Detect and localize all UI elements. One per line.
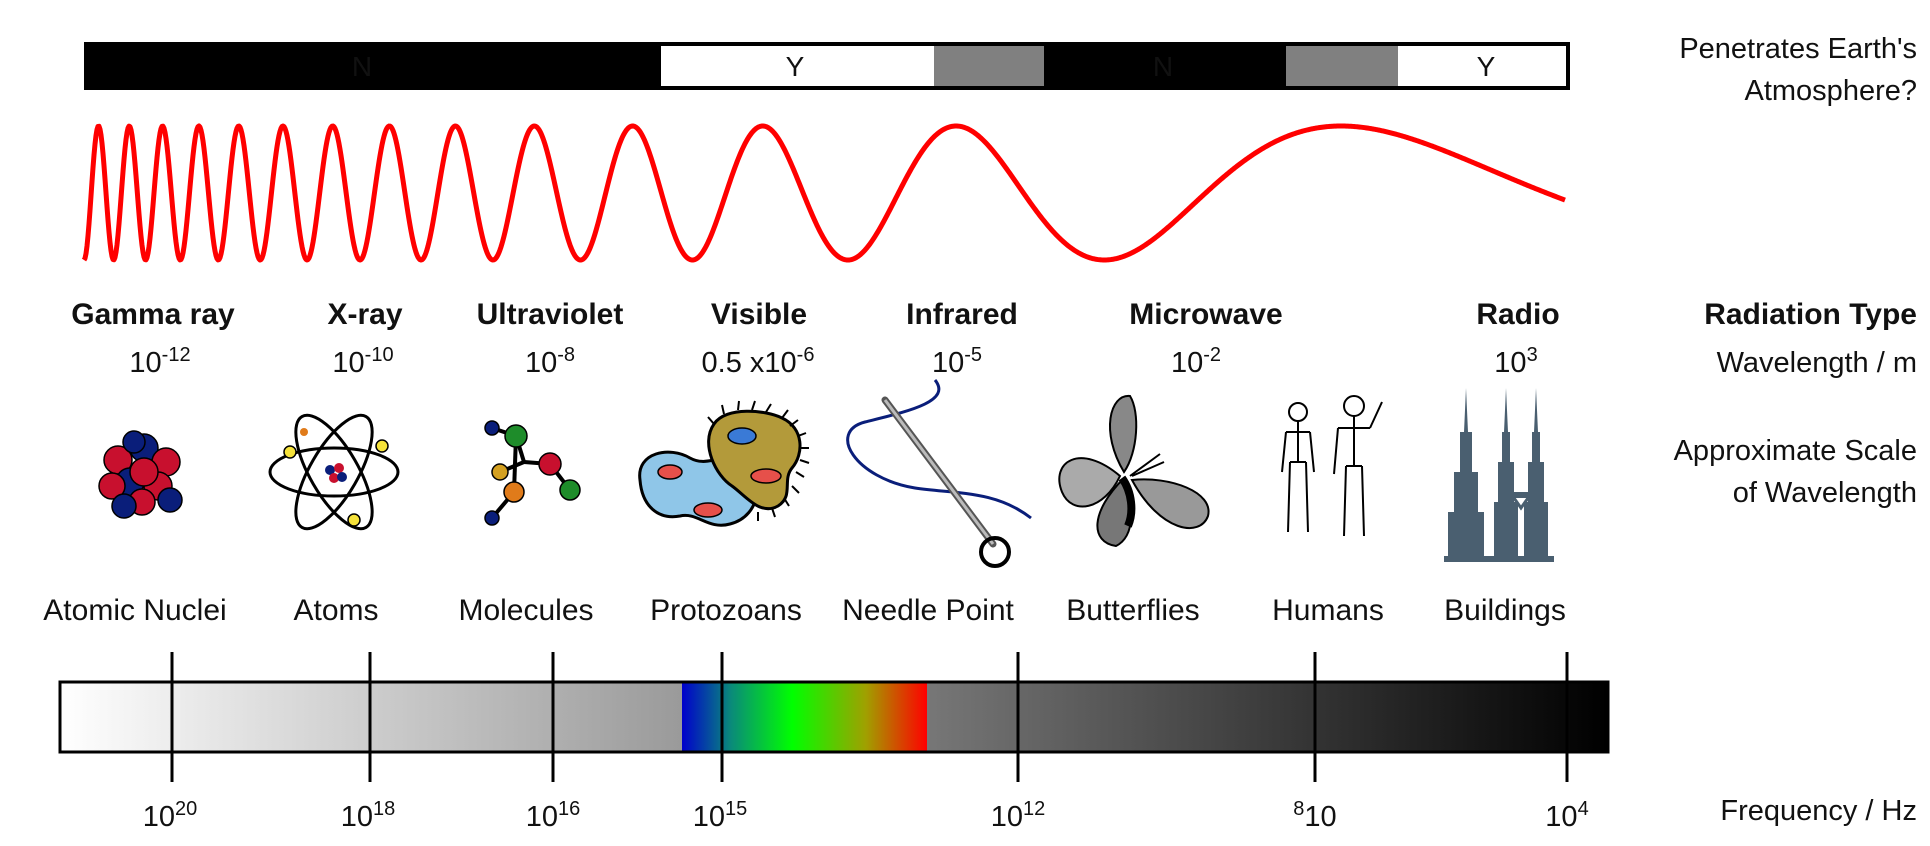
atmosphere-label-line2: Atmosphere? [1745,75,1918,107]
atmo-bar-border [84,42,1570,90]
wavelength-base: 10 [1171,347,1203,379]
needle-icon [846,379,1032,568]
wavelength-value: 10-5 [932,344,982,379]
molecule-icon [484,420,581,526]
wavelength-base: 10 [129,347,161,379]
wavelength-exp: -6 [797,344,815,366]
atmo-seg-text-3: N [1153,51,1173,82]
wavelength-value: 103 [1494,344,1537,379]
atmo-seg-5 [1398,44,1568,88]
scale-label-line1: Approximate Scale [1674,435,1917,467]
frequency-tick-label: 1020 [143,798,198,833]
wave-line [81,123,1567,263]
frequency-axis-label: Frequency / Hz [1720,795,1917,827]
scale-item-label: Protozoans [650,594,802,627]
frequency-tick-label: 1016 [526,798,581,833]
wavelength-exp: -8 [557,344,575,366]
atmosphere-label-line1: Penetrates Earth's [1679,33,1917,65]
wavelength-value: 10-10 [332,344,393,379]
freq-base: 10 [526,801,558,833]
scale-labels: Atomic Nuclei Atoms Molecules Protozoans… [43,594,1566,627]
wavelength-base: 10 [332,347,364,379]
wavelength-exp: 3 [1527,344,1538,366]
wavelength-value: 10-2 [1171,344,1221,379]
wavelength-exp: -12 [162,344,191,366]
freq-base: 10 [1545,801,1577,833]
radiation-type-name: Visible [711,298,807,331]
buildings-icon [1444,388,1554,562]
radiation-type-name: Microwave [1129,298,1282,331]
scale-item-label: Butterflies [1066,594,1199,627]
scale-item-label: Humans [1272,594,1384,627]
radiation-type-name: Infrared [906,298,1018,331]
frequency-tick-labels: 1020 1018 1016 1015 1012 810 104 [143,798,1589,833]
freq-base: 10 [1304,801,1336,833]
frequency-bar-visible [682,682,927,752]
wavelength-exp: -2 [1203,344,1221,366]
wavelength-base: 0.5 x10 [702,347,797,379]
atmosphere-bar: N Y N Y [84,42,1570,90]
atmo-seg-text-0: N [352,51,372,82]
freq-exp: 4 [1578,798,1589,820]
freq-base: 10 [991,801,1023,833]
atmo-seg-1 [661,44,934,88]
scale-item-label: Atomic Nuclei [43,594,226,627]
freq-exp: 15 [725,798,747,820]
wavelength-value: 10-8 [525,344,575,379]
protozoan-icon [638,400,810,527]
freq-pre: 8 [1293,798,1304,820]
scale-item-label: Atoms [293,594,378,627]
atom-icon [268,413,400,531]
scale-item-label: Needle Point [842,594,1014,627]
freq-exp: 20 [175,798,197,820]
wavelength-values: 10-12 10-10 10-8 0.5 x10-6 10-5 10-2 103 [129,344,1537,379]
humans-icon [1281,395,1383,537]
freq-base: 10 [341,801,373,833]
wavelength-row-label: Wavelength / m [1717,347,1917,379]
butterfly-icon [1058,394,1210,548]
scale-item-label: Buildings [1444,594,1566,627]
atmo-seg-4 [1286,44,1398,88]
radiation-type-name: Radio [1476,298,1559,331]
atmo-seg-text-5: Y [1477,51,1496,82]
freq-exp: 16 [558,798,580,820]
wavelength-base: 10 [1494,347,1526,379]
freq-exp: 12 [1023,798,1045,820]
wavelength-base: 10 [932,347,964,379]
wavelength-exp: -10 [365,344,394,366]
atomic-nucleus-icon [98,430,183,519]
wavelength-exp: -5 [964,344,982,366]
radiation-type-name: X-ray [327,298,402,331]
frequency-tick-label: 1018 [341,798,396,833]
radiation-type-name: Ultraviolet [477,298,624,331]
frequency-tick-label: 1012 [991,798,1046,833]
wavelength-value: 0.5 x10-6 [702,344,815,379]
freq-base: 10 [143,801,175,833]
frequency-tick-label: 810 [1293,798,1336,833]
atmo-seg-2 [934,44,1044,88]
atmo-seg-3 [1044,44,1286,88]
frequency-bar-gray-right [927,682,1608,752]
atmo-seg-0 [86,44,661,88]
radiation-type-name: Gamma ray [71,298,235,331]
frequency-bar [58,652,1610,782]
freq-exp: 18 [373,798,395,820]
radiation-type-row-label: Radiation Type [1704,298,1917,331]
frequency-bar-border [58,680,1610,754]
scale-label-line2: of Wavelength [1733,477,1917,509]
atmo-seg-text-1: Y [786,51,805,82]
wavelength-base: 10 [525,347,557,379]
freq-base: 10 [693,801,725,833]
wavelength-value: 10-12 [129,344,190,379]
scale-item-label: Molecules [458,594,593,627]
radiation-types: Gamma ray X-ray Ultraviolet Visible Infr… [71,298,1559,331]
frequency-tick-label: 104 [1545,798,1588,833]
frequency-tick-label: 1015 [693,798,748,833]
